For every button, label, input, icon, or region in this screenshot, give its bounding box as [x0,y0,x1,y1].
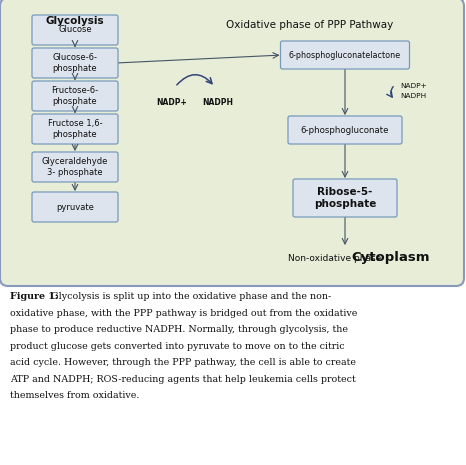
Text: ATP and NADPH; ROS-reducing agents that help leukemia cells protect: ATP and NADPH; ROS-reducing agents that … [10,374,356,384]
Text: Ribose-5-
phosphate: Ribose-5- phosphate [314,187,376,209]
Text: NADPH: NADPH [203,98,233,107]
Text: NADPH: NADPH [400,93,426,100]
Text: 6-phosphogluconatelactone: 6-phosphogluconatelactone [289,51,401,60]
Text: pyruvate: pyruvate [56,202,94,212]
FancyBboxPatch shape [32,152,118,182]
FancyBboxPatch shape [281,41,410,69]
FancyBboxPatch shape [32,48,118,78]
Text: oxidative phase, with the PPP pathway is bridged out from the oxidative: oxidative phase, with the PPP pathway is… [10,308,357,318]
Text: 6-phosphogluconate: 6-phosphogluconate [301,126,389,134]
Text: Cytoplasm: Cytoplasm [351,251,430,264]
FancyBboxPatch shape [32,114,118,144]
FancyBboxPatch shape [32,81,118,111]
Text: acid cycle. However, through the PPP pathway, the cell is able to create: acid cycle. However, through the PPP pat… [10,358,356,367]
Text: NADP+: NADP+ [400,82,427,88]
Text: themselves from oxidative.: themselves from oxidative. [10,391,139,400]
Text: Fructose-6-
phosphate: Fructose-6- phosphate [51,86,99,106]
Text: NADP+: NADP+ [157,98,187,107]
Text: Glyceraldehyde
3- phosphate: Glyceraldehyde 3- phosphate [42,157,108,177]
Text: product glucose gets converted into pyruvate to move on to the citric: product glucose gets converted into pyru… [10,341,345,351]
FancyBboxPatch shape [32,15,118,45]
Text: Glycolysis: Glycolysis [46,16,104,26]
Text: Glucose-6-
phosphate: Glucose-6- phosphate [53,53,97,73]
FancyBboxPatch shape [0,0,464,286]
Text: Glucose: Glucose [58,26,92,34]
Text: Oxidative phase of PPP Pathway: Oxidative phase of PPP Pathway [226,20,394,30]
Text: Glycolysis is split up into the oxidative phase and the non-: Glycolysis is split up into the oxidativ… [48,292,331,301]
Text: Figure 1:: Figure 1: [10,292,58,301]
FancyBboxPatch shape [32,192,118,222]
Text: Fructose 1,6-
phosphate: Fructose 1,6- phosphate [48,120,103,139]
FancyBboxPatch shape [293,179,397,217]
Text: Non-oxidative phase: Non-oxidative phase [288,254,382,263]
FancyBboxPatch shape [288,116,402,144]
Text: phase to produce reductive NADPH. Normally, through glycolysis, the: phase to produce reductive NADPH. Normal… [10,325,348,334]
